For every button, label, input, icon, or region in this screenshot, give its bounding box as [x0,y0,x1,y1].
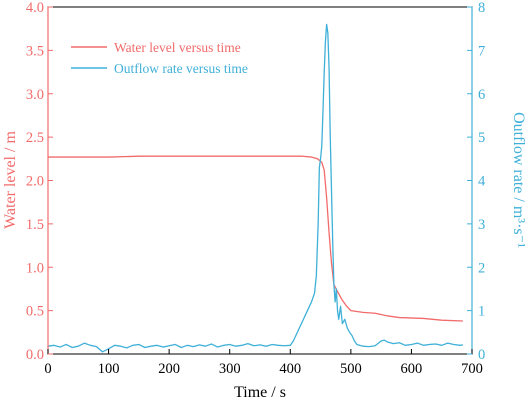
y-left-tick-label: 0.0 [26,347,44,363]
x-tick-label: 600 [401,361,423,377]
x-tick-label: 100 [98,361,120,377]
legend-label-water-level: Water level versus time [114,40,241,55]
plot-series-group [47,23,464,353]
legend-label-outflow-rate: Outflow rate versus time [114,61,248,76]
y-axis-left-title: Water level / m [2,131,19,229]
y-right-tick-label: 0 [478,347,485,363]
y-right-tick-label: 1 [478,304,485,320]
x-tick-label: 500 [340,361,362,377]
y-right-tick-label: 2 [478,260,485,276]
y-right-tick-label: 5 [478,130,485,146]
x-tick-label: 0 [44,361,51,377]
y-left-tick-label: 2.5 [26,130,44,146]
series-line-water-level [48,155,463,322]
y-left-tick-label: 1.0 [26,260,44,276]
y-right-tick-label: 3 [478,217,485,233]
x-tick-label: 700 [461,361,483,377]
y-left-tick-label: 0.5 [26,304,44,320]
legend: Water level versus time Outflow rate ver… [71,40,248,76]
y-left-tick-label: 4.0 [26,0,44,16]
y-right-tick-label: 8 [478,0,485,16]
y-left-tick-label: 2.0 [26,174,44,190]
y-right-tick-label: 7 [478,43,485,59]
x-tick-label: 300 [219,361,241,377]
axis-ticks: 0 100 200 300 400 500 600 700 0.0 0.5 1.0 1.5 2.0 2.5… [26,0,486,377]
y-right-tick-label: 4 [478,174,486,190]
y-left-tick-label: 3.0 [26,87,44,103]
x-tick-label: 200 [158,361,180,377]
y-left-tick-label: 3.5 [26,43,44,59]
series-line-outflow-rate [47,23,464,353]
y-left-tick-label: 1.5 [26,217,44,233]
y-right-tick-label: 6 [478,87,485,103]
x-tick-label: 400 [279,361,301,377]
plot-frame [47,6,473,355]
y-axis-right-title: Outflow rate / m³·s⁻¹ [510,112,526,248]
x-axis-title: Time / s [234,384,286,401]
